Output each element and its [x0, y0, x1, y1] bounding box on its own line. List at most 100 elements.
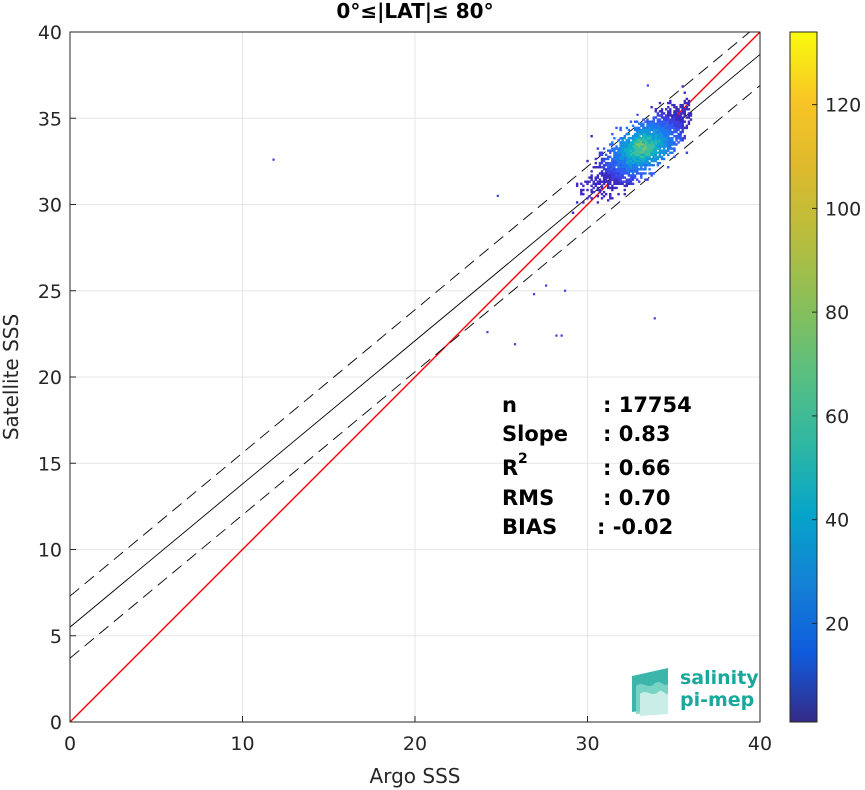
density-cell [660, 143, 664, 146]
density-cell [675, 120, 678, 123]
density-cell [638, 163, 641, 167]
density-cell [642, 161, 645, 165]
density-cell [667, 124, 670, 128]
density-cell [673, 120, 676, 123]
density-cell [648, 149, 651, 152]
density-cell [633, 141, 637, 144]
line-fit-lower [70, 85, 760, 659]
density-cell [594, 184, 597, 188]
density-cell [669, 120, 672, 123]
density-cell [575, 182, 579, 185]
density-cell [615, 157, 618, 161]
density-cell [650, 157, 653, 161]
density-cell [658, 118, 662, 121]
density-cell [625, 161, 629, 165]
density-cell [646, 163, 649, 167]
density-cell [621, 161, 624, 165]
density-cell [621, 176, 624, 179]
density-cell [625, 182, 629, 185]
density-cell [654, 134, 658, 138]
density-cell [611, 166, 614, 169]
density-cell [667, 112, 670, 115]
density-cell [662, 112, 666, 115]
x-tick-label: 10 [230, 733, 254, 755]
density-cell [611, 174, 614, 177]
density-cell [613, 161, 616, 165]
density-cell [627, 172, 631, 175]
y-tick-label: 40 [38, 22, 62, 44]
density-cell [685, 97, 689, 101]
density-cell [664, 134, 668, 138]
density-cell [669, 122, 672, 125]
density-cell [658, 126, 662, 130]
density-cell [633, 128, 637, 132]
density-cell [673, 134, 676, 138]
density-cell [669, 137, 672, 140]
density-cell [640, 149, 643, 152]
density-cell [617, 157, 620, 161]
density-cell [633, 145, 637, 148]
density-cell [629, 163, 633, 167]
density-cell [623, 180, 626, 183]
density-cell [652, 139, 655, 142]
density-cell [654, 126, 658, 130]
density-cell [664, 122, 668, 125]
density-cell [613, 151, 616, 154]
density-cell [600, 180, 604, 183]
density-cell [627, 143, 631, 146]
density-cell [667, 116, 670, 119]
density-cell [619, 137, 622, 140]
density-cell [662, 116, 666, 119]
density-cell [658, 143, 662, 146]
density-cell [633, 163, 637, 167]
density-cell [679, 116, 682, 119]
density-cell [654, 124, 658, 128]
density-cell [658, 153, 662, 157]
density-cell [662, 139, 666, 142]
density-cell [687, 108, 691, 111]
density-cell [642, 126, 645, 130]
density-cell [596, 147, 600, 150]
density-cell [631, 147, 635, 150]
density-cell [681, 116, 684, 119]
density-cell [635, 151, 639, 154]
density-cell [650, 145, 653, 148]
density-cell [683, 137, 686, 140]
density-cell [648, 147, 651, 150]
density-cell [640, 132, 643, 136]
density-cell [685, 124, 689, 128]
density-cell [594, 161, 597, 165]
density-cell [621, 151, 624, 154]
density-cell [650, 151, 653, 154]
density-cell [673, 149, 676, 152]
density-cell [638, 155, 641, 159]
density-cell [644, 178, 647, 181]
density-cell [642, 128, 645, 132]
density-cell [660, 120, 664, 123]
density-cell [621, 180, 624, 183]
density-cell [656, 137, 660, 140]
density-cell [582, 201, 585, 204]
density-cell [600, 166, 604, 169]
density-cell [675, 139, 678, 142]
density-cell [679, 106, 682, 109]
density-cell [631, 170, 635, 173]
density-cell [619, 141, 622, 144]
density-cell [644, 139, 647, 142]
density-cell [679, 139, 682, 142]
density-cell [650, 137, 653, 140]
density-cell [644, 159, 647, 163]
density-cell [629, 149, 633, 152]
density-cell [652, 143, 655, 146]
density-cell [602, 166, 606, 169]
density-cell [654, 122, 658, 125]
density-cell [629, 153, 633, 157]
density-cell [640, 143, 643, 146]
stat-bias-label: BIAS [502, 515, 557, 539]
density-cell [638, 159, 641, 163]
density-cell [627, 168, 631, 171]
outlier-point [636, 113, 639, 116]
density-cell [681, 85, 684, 88]
outlier-point [653, 317, 656, 320]
density-cell [633, 137, 637, 140]
